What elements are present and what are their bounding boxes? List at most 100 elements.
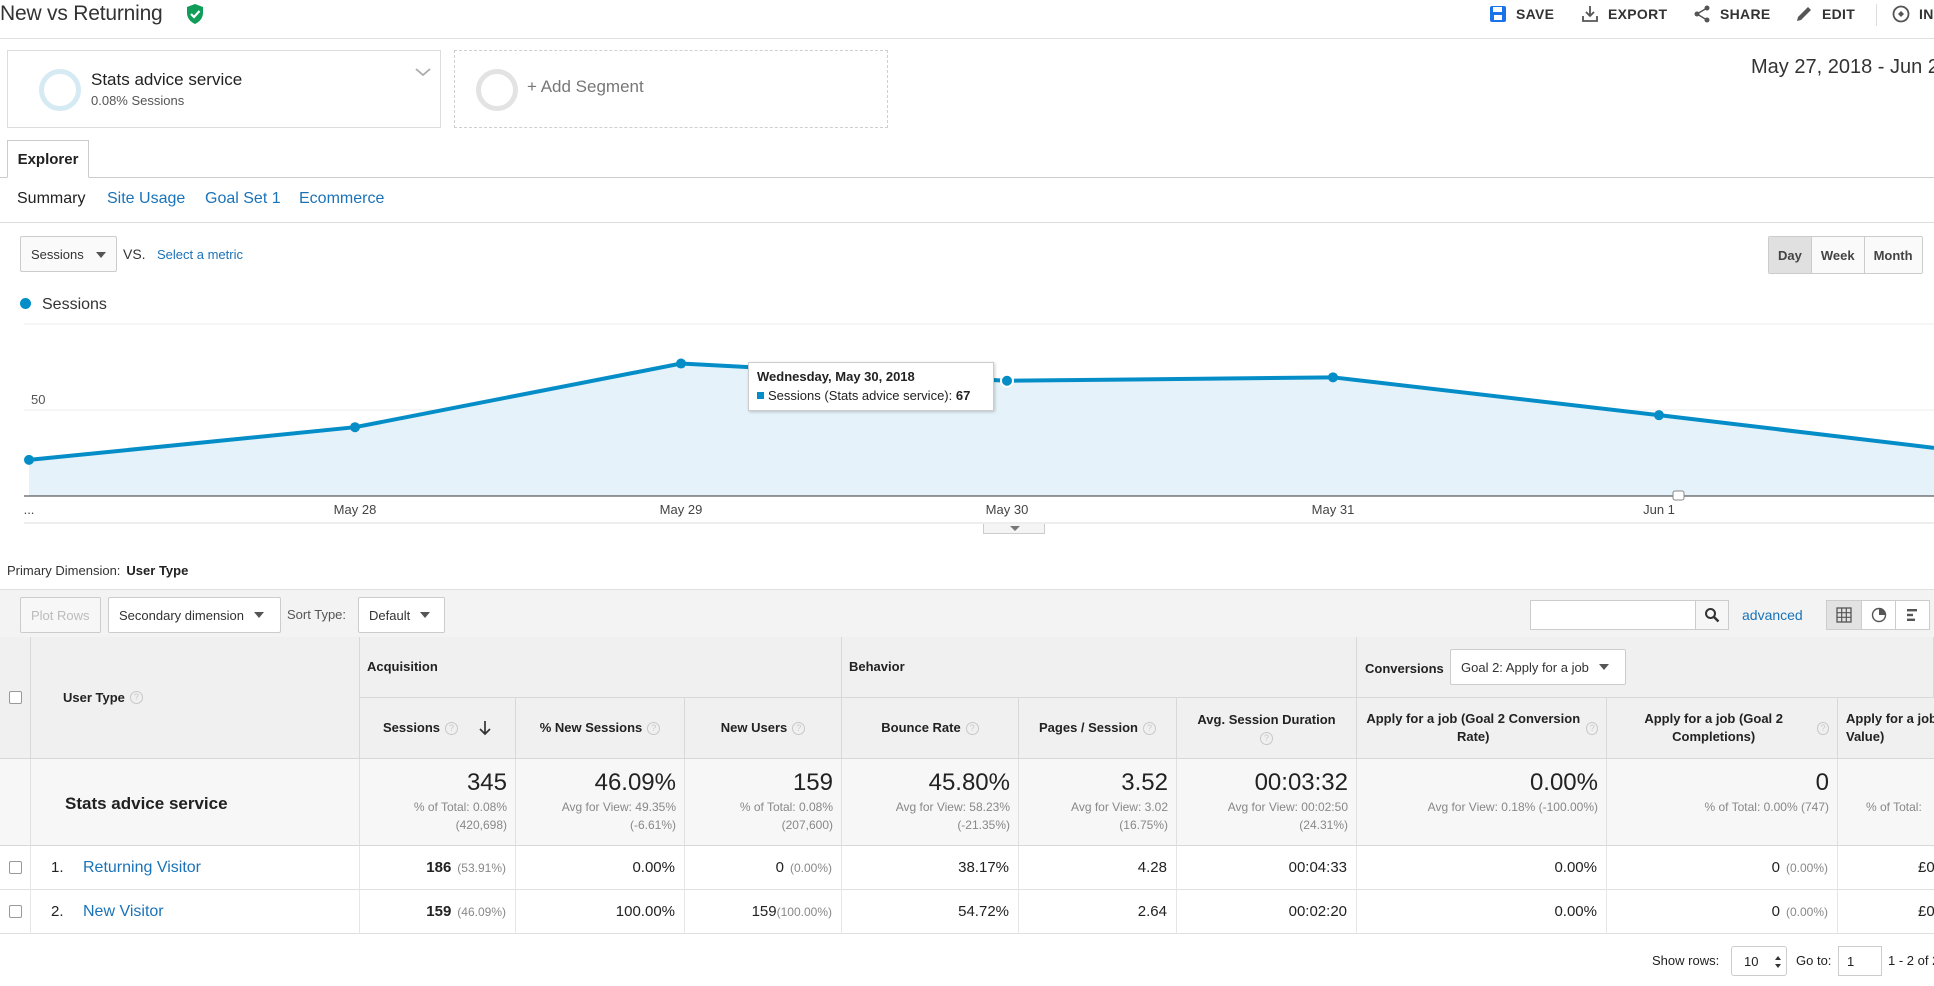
row-dimension-link[interactable]: Returning Visitor xyxy=(83,858,201,876)
row-dimension-link[interactable]: New Visitor xyxy=(83,902,164,920)
totals-cell-goal2-completions: 0 % of Total: 0.00% (747) xyxy=(1607,759,1838,846)
tab-explorer[interactable]: Explorer xyxy=(7,140,89,178)
cell-percent: (100.00%) xyxy=(776,904,832,919)
select-metric-link[interactable]: Select a metric xyxy=(157,247,243,262)
toolbar-divider xyxy=(1876,4,1877,26)
caret-down-icon xyxy=(420,612,431,618)
pencil-icon xyxy=(1797,7,1811,21)
cell-value: 00:02:20 xyxy=(1288,903,1347,920)
column-header-pct-new-sessions[interactable]: % New Sessions? xyxy=(516,698,685,759)
cell-value: 4.28 xyxy=(1137,859,1167,876)
totals-value: 3.52 xyxy=(1121,769,1168,796)
help-icon[interactable]: ? xyxy=(129,691,143,704)
add-segment-card[interactable]: + Add Segment xyxy=(454,50,888,128)
column-header-goal2-completions[interactable]: Apply for a job (Goal 2 Completions)? xyxy=(1607,698,1838,759)
column-header-bounce-rate[interactable]: Bounce Rate? xyxy=(842,698,1019,759)
legend-swatch xyxy=(20,298,31,309)
chevron-down-icon[interactable] xyxy=(413,65,433,79)
column-header-new-users[interactable]: New Users? xyxy=(685,698,842,759)
help-icon[interactable]: ? xyxy=(647,721,661,735)
totals-value: 00:03:32 xyxy=(1254,769,1348,796)
share-label: SHARE xyxy=(1720,6,1771,22)
totals-checkbox-cell xyxy=(0,759,31,846)
row-cell-pages-per-session: 2.64 xyxy=(1019,890,1177,934)
sessions-chart[interactable]: 50 100... May 28 May 29 May 30 May 31 Jun 1 xyxy=(0,320,1934,525)
table-search-input[interactable] xyxy=(1530,600,1696,630)
help-icon[interactable]: ? xyxy=(792,721,806,735)
row-checkbox[interactable] xyxy=(8,905,22,918)
column-header-goal2-conversion-rate[interactable]: Apply for a job (Goal 2 Conversion Rate)… xyxy=(1357,698,1607,759)
data-point xyxy=(1000,373,1014,388)
tooltip-value: 67 xyxy=(955,388,971,403)
subtab-ecommerce[interactable]: Ecommerce xyxy=(299,190,385,207)
x-tick-label: Jun 1 xyxy=(1643,502,1675,517)
totals-subtext: (-6.61%) xyxy=(629,818,676,833)
plot-rows-button[interactable]: Plot Rows xyxy=(20,597,101,633)
column-header-label: New Users xyxy=(720,719,788,735)
help-icon[interactable]: ? xyxy=(1586,721,1598,735)
totals-subtext: (-21.35%) xyxy=(957,818,1010,833)
primary-dimension-value[interactable]: User Type xyxy=(126,563,189,578)
totals-value: 0 xyxy=(1815,769,1829,796)
period-day-button[interactable]: Day xyxy=(1769,237,1811,273)
save-button[interactable]: SAVE xyxy=(1488,2,1554,26)
report-title: New vs Returning xyxy=(0,2,163,25)
table-row-dimension: 1. Returning Visitor xyxy=(31,846,360,890)
metric-dropdown[interactable]: Sessions xyxy=(20,236,117,272)
pie-view-button[interactable] xyxy=(1861,601,1895,629)
totals-subtext: (420,698) xyxy=(455,818,507,833)
help-icon[interactable]: ? xyxy=(965,721,979,735)
export-button[interactable]: EXPORT xyxy=(1580,2,1667,26)
column-header-sessions[interactable]: Sessions? xyxy=(360,698,516,759)
show-rows-label: Show rows: xyxy=(1652,953,1720,968)
sort-type-dropdown[interactable]: Default xyxy=(358,597,445,633)
advanced-filter-link[interactable]: advanced xyxy=(1742,607,1803,623)
column-header-avg-session-duration[interactable]: Avg. Session Duration? xyxy=(1177,698,1357,759)
cell-value: 0 xyxy=(775,859,784,876)
cell-value: 186 xyxy=(426,859,452,876)
edit-button[interactable]: EDIT xyxy=(1794,2,1855,26)
help-icon[interactable]: ? xyxy=(1260,732,1273,746)
insights-icon xyxy=(1892,5,1910,23)
totals-label: Stats advice service xyxy=(31,759,360,846)
period-week-button[interactable]: Week xyxy=(1810,237,1864,273)
subtab-summary[interactable]: Summary xyxy=(17,190,86,207)
cell-value: 38.17% xyxy=(958,859,1009,876)
subtab-site-usage[interactable]: Site Usage xyxy=(107,190,186,207)
goto-page-input[interactable]: 1 xyxy=(1838,946,1882,976)
goal-select-dropdown[interactable]: Goal 2: Apply for a job xyxy=(1450,649,1626,685)
subtab-goal-set-1[interactable]: Goal Set 1 xyxy=(205,190,281,207)
data-table-view-button[interactable] xyxy=(1827,601,1861,629)
help-icon[interactable]: ? xyxy=(1817,721,1829,735)
dimension-header[interactable]: User Type? xyxy=(31,637,360,759)
row-cell-avg-session-duration: 00:02:20 xyxy=(1177,890,1357,934)
help-icon[interactable]: ? xyxy=(445,721,459,735)
secondary-dimension-dropdown[interactable]: Secondary dimension xyxy=(108,597,281,633)
chart-collapse-handle[interactable] xyxy=(983,524,1045,534)
totals-value: 45.80% xyxy=(928,769,1010,796)
segment-name: Stats advice service xyxy=(91,70,243,89)
totals-subtext: % of Total: 0.08% xyxy=(413,800,507,814)
insights-button[interactable]: IN xyxy=(1891,2,1934,26)
search-button[interactable] xyxy=(1695,600,1729,630)
totals-cell-goal2-value: % of Total: xyxy=(1838,759,1934,846)
segment-card-active[interactable]: Stats advice service 0.08% Sessions xyxy=(7,50,441,128)
cell-value: £0 xyxy=(1918,859,1934,876)
select-all-checkbox[interactable] xyxy=(8,691,22,704)
totals-subtext: Avg for View: 0.18% (-100.00%) xyxy=(1427,800,1598,814)
column-header-label: Bounce Rate xyxy=(881,719,961,735)
share-button[interactable]: SHARE xyxy=(1692,2,1771,26)
column-header-goal2-value[interactable]: Apply for a job (Goal 2 Value) xyxy=(1838,698,1934,759)
row-checkbox[interactable] xyxy=(8,861,22,874)
help-icon[interactable]: ? xyxy=(1143,721,1156,735)
row-index: 1. xyxy=(51,859,64,876)
period-month-button[interactable]: Month xyxy=(1863,237,1922,273)
cell-value: 0.00% xyxy=(1554,903,1597,920)
totals-subtext: Avg for View: 58.23% xyxy=(895,800,1010,814)
bar-view-button[interactable] xyxy=(1895,601,1929,629)
show-rows-select[interactable]: 10 xyxy=(1731,946,1787,976)
date-range-picker[interactable]: May 27, 2018 - Jun 2 xyxy=(1751,56,1934,78)
pie-chart-icon xyxy=(1871,607,1886,623)
dimension-header-label: User Type xyxy=(63,690,125,705)
column-header-pages-per-session[interactable]: Pages / Session? xyxy=(1019,698,1177,759)
